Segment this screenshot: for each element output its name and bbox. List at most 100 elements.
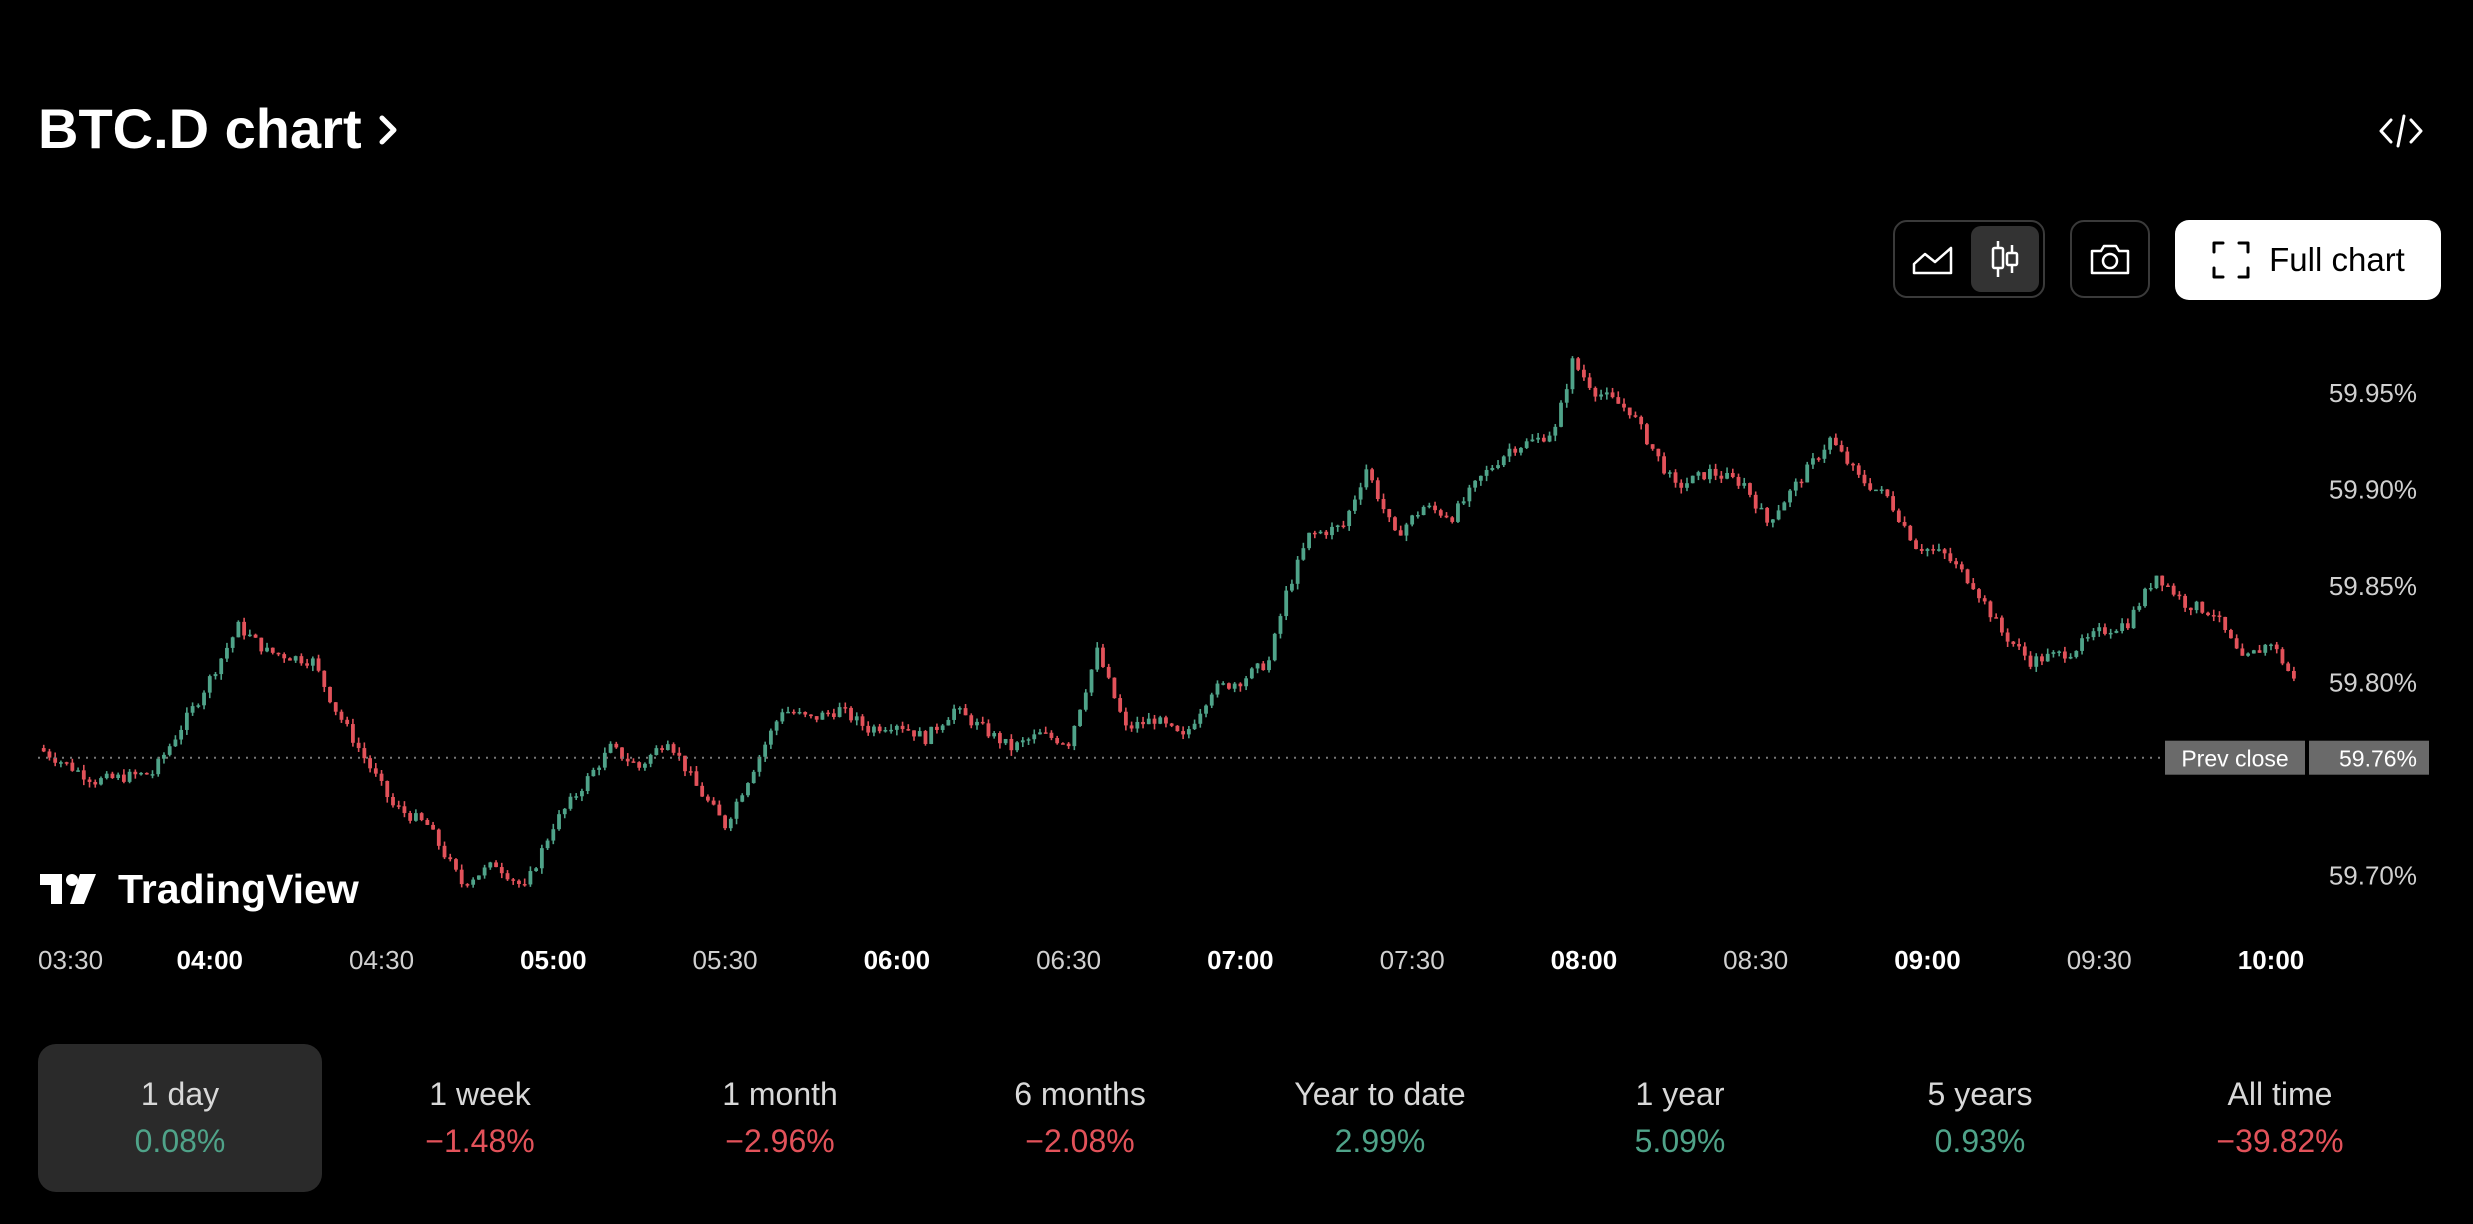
candle-body: [1249, 668, 1254, 679]
candle-body: [1410, 515, 1415, 525]
candle-body: [104, 773, 109, 779]
candle-body: [1914, 540, 1918, 549]
candle-body: [2091, 631, 2096, 638]
candle-body: [511, 879, 516, 881]
candle-body: [683, 755, 687, 772]
period-button[interactable]: 1 day 0.08%: [38, 1044, 322, 1192]
candle-body: [906, 729, 911, 731]
candle-body: [1564, 389, 1569, 403]
candle-body: [408, 813, 413, 821]
candle-body: [734, 801, 739, 819]
candle-body: [751, 771, 756, 784]
candle-body: [499, 867, 504, 874]
candle-body: [1427, 505, 1432, 508]
snapshot-button[interactable]: [2070, 220, 2150, 298]
candle-body: [1141, 721, 1145, 725]
candle-body: [213, 674, 218, 677]
candle-body: [2171, 585, 2176, 595]
candle-body: [1496, 465, 1500, 469]
candle-body: [1925, 549, 1930, 551]
y-tick-label: 59.80%: [2329, 668, 2417, 698]
fullscreen-icon: [2212, 241, 2250, 279]
candle-body: [1232, 683, 1237, 689]
candle-body: [1072, 725, 1077, 747]
candle-body: [1742, 483, 1747, 486]
candle-body: [207, 676, 212, 693]
candle-body: [889, 729, 894, 732]
candle-body: [471, 879, 476, 885]
candle-body: [1215, 683, 1220, 695]
chart-title-link[interactable]: BTC.D chart: [38, 96, 410, 161]
candle-body: [1158, 717, 1163, 724]
candle-body: [1793, 481, 1798, 491]
candle-body: [1828, 437, 1833, 450]
period-button[interactable]: 5 years 0.93%: [1838, 1044, 2122, 1192]
candle-body: [1015, 742, 1019, 751]
candle-body: [780, 712, 785, 722]
candle-body: [2068, 656, 2073, 659]
candle-body: [786, 711, 790, 714]
candle-body: [1553, 426, 1558, 436]
candle-body: [935, 726, 939, 730]
x-tick-label: 05:00: [520, 945, 587, 975]
candle-body: [476, 875, 481, 880]
candle-body: [1038, 732, 1042, 735]
full-chart-button[interactable]: Full chart: [2175, 220, 2441, 300]
candle-body: [2062, 651, 2067, 659]
x-tick-label: 07:00: [1207, 945, 1274, 975]
page-title: BTC.D chart: [38, 97, 362, 160]
candle-body: [1547, 435, 1552, 442]
candle-body: [1650, 444, 1655, 449]
candle-body: [522, 884, 527, 886]
candle-body: [1622, 403, 1626, 408]
candle-body: [488, 862, 493, 868]
candle-body: [2051, 652, 2056, 654]
candle-body: [1845, 451, 1850, 464]
candle-body: [425, 819, 430, 825]
candle-body: [1896, 510, 1901, 523]
candle-body: [162, 754, 166, 759]
candlestick-chart-button[interactable]: [1971, 226, 2039, 292]
period-button[interactable]: 1 month −2.96%: [638, 1044, 922, 1192]
candle-body: [671, 744, 676, 753]
code-icon[interactable]: [2378, 108, 2424, 154]
period-label: All time: [2227, 1076, 2333, 1112]
candle-body: [2097, 627, 2102, 632]
period-button[interactable]: 1 year 5.09%: [1538, 1044, 1822, 1192]
candle-body: [333, 702, 338, 712]
period-button[interactable]: Year to date 2.99%: [1238, 1044, 1522, 1192]
y-tick-label: 59.85%: [2329, 571, 2417, 601]
area-chart-button[interactable]: [1899, 226, 1967, 292]
candle-body: [2166, 585, 2170, 587]
candle-body: [1782, 502, 1787, 511]
period-button[interactable]: 6 months −2.08%: [938, 1044, 1222, 1192]
candle-body: [608, 743, 613, 753]
candle-body: [150, 774, 155, 776]
candle-body: [316, 658, 321, 671]
candle-body: [1370, 469, 1374, 481]
candle-body: [2040, 656, 2044, 662]
candle-body: [391, 796, 395, 806]
period-change: −2.08%: [1025, 1123, 1135, 1159]
candle-body: [1467, 487, 1472, 502]
candle-body: [2229, 629, 2233, 639]
candle-body: [998, 733, 1002, 744]
period-selector: 1 day 0.08% 1 week −1.48% 1 month −2.96% 6 mon…: [38, 1044, 2438, 1192]
period-button[interactable]: 1 week −1.48%: [338, 1044, 622, 1192]
candle-body: [1295, 559, 1300, 584]
candle-body: [1994, 617, 1999, 619]
candlestick-chart[interactable]: 59.95% 59.90% 59.85% 59.80% 59.70% 03:30 04:0…: [0, 300, 2473, 990]
candle-body: [362, 748, 367, 759]
period-button[interactable]: All time −39.82%: [2138, 1044, 2422, 1192]
candle-body: [385, 780, 390, 797]
candle-body: [402, 806, 407, 814]
candle-body: [625, 758, 630, 762]
candle-body: [351, 724, 355, 743]
candle-body: [900, 725, 905, 730]
candle-body: [116, 774, 121, 778]
candle-body: [992, 733, 997, 737]
candle-body: [700, 785, 705, 797]
candle-body: [1851, 463, 1855, 466]
candle-body: [1261, 663, 1266, 671]
candle-body: [677, 752, 682, 756]
